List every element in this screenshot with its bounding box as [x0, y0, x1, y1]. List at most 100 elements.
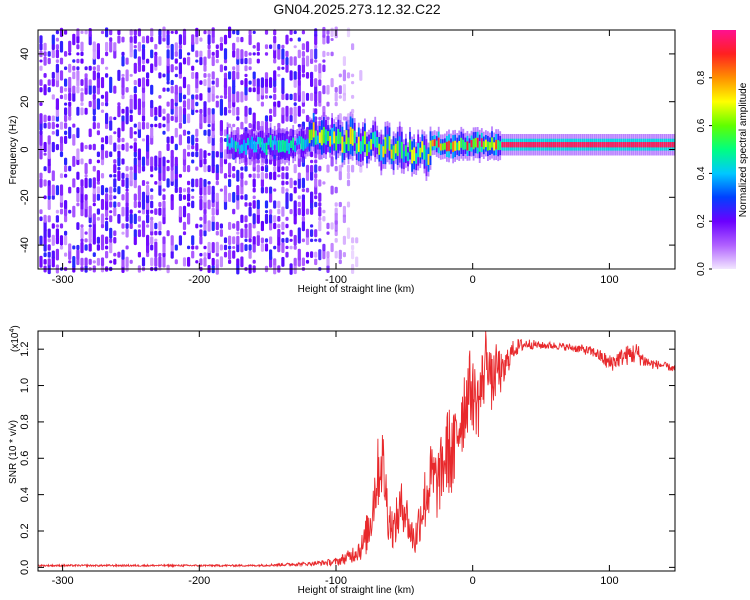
spectrogram-noise-cell: [203, 30, 207, 35]
spectrogram-signal-core: [624, 142, 627, 148]
spectrogram-signal-core: [472, 138, 475, 150]
spectrogram-noise-cell: [182, 112, 187, 124]
spectrogram-noise-cell: [68, 126, 72, 139]
spectrogram-noise-cell: [72, 134, 76, 146]
spectrogram-noise-cell: [182, 231, 187, 236]
spectrogram-noise-cell: [84, 73, 88, 78]
spectrogram-noise-cell: [293, 56, 297, 66]
spectrogram-noise-cell: [318, 216, 322, 221]
spectrogram-noise-cell: [113, 252, 117, 257]
spectrogram-noise-cell: [150, 200, 154, 209]
spectrogram-noise-cell: [195, 94, 199, 100]
spectrogram-noise-cell: [133, 229, 137, 238]
spectrogram-noise-cell: [55, 59, 59, 63]
spectrogram-noise-cell: [195, 137, 199, 143]
spectrogram-noise-cell: [80, 224, 84, 228]
spectrogram-noise-cell: [182, 100, 187, 108]
spectrogram-noise-cell: [346, 179, 351, 187]
spectrogram-noise-cell: [47, 87, 51, 93]
spectrogram-signal-core: [247, 137, 249, 146]
spectrogram-noise-cell: [113, 201, 117, 208]
spectrogram-noise-cell: [318, 238, 322, 243]
spectrogram-noise-cell: [273, 29, 277, 36]
spectrogram-noise-cell: [260, 166, 264, 172]
spectrogram-noise-cell: [211, 257, 215, 266]
spectrogram-noise-cell: [109, 76, 113, 89]
spectrogram-noise-cell: [223, 251, 228, 258]
spectrogram-signal-core: [544, 142, 547, 148]
spectrogram-noise-cell: [55, 70, 59, 81]
spectrogram-noise-cell: [146, 72, 150, 79]
spectrogram-noise-cell: [43, 152, 47, 156]
spectrogram-noise-cell: [322, 59, 326, 63]
spectrogram-noise-cell: [219, 95, 223, 99]
colorbar-tick-label: 0.2: [696, 214, 707, 228]
spectrogram-noise-cell: [47, 143, 51, 151]
spectrogram-noise-cell: [113, 174, 117, 178]
spectrogram-noise-cell: [105, 27, 109, 38]
spectrogram-noise-cell: [191, 235, 195, 246]
spectrogram-noise-cell: [228, 249, 232, 260]
spectrogram-signal-core: [616, 142, 618, 148]
spectrogram-noise-cell: [264, 95, 269, 99]
spectrogram-noise-cell: [141, 86, 146, 94]
spectrogram-noise-cell: [64, 230, 68, 236]
spectrogram-noise-cell: [297, 177, 301, 189]
spectrogram-noise-cell: [174, 244, 178, 251]
spectrogram-x-tick-label: -100: [325, 274, 347, 286]
spectrogram-noise-cell: [195, 260, 199, 264]
spectrogram-signal-core: [468, 143, 471, 151]
spectrogram-signal-core: [253, 140, 256, 153]
spectrogram-noise-cell: [92, 107, 96, 116]
spectrogram-noise-cell: [129, 166, 133, 171]
spectrogram-signal-core: [657, 142, 659, 148]
spectrogram-noise-cell: [273, 200, 277, 209]
spectrogram-noise-cell: [100, 198, 105, 210]
spectrogram-signal-core: [571, 142, 573, 148]
spectrogram-noise-cell: [334, 101, 338, 107]
spectrogram-noise-cell: [170, 198, 174, 211]
spectrogram-noise-cell: [182, 205, 187, 218]
spectrogram-signal-core: [542, 142, 545, 148]
spectrogram-noise-cell: [232, 166, 236, 172]
spectrogram-noise-cell: [330, 51, 334, 57]
spectrogram-noise-cell: [133, 45, 137, 49]
spectrogram-noise-cell: [150, 244, 154, 251]
spectrogram-noise-cell: [269, 115, 273, 122]
spectrogram-noise-cell: [109, 260, 113, 264]
spectrogram-noise-cell: [211, 155, 215, 167]
spectrogram-noise-cell: [150, 49, 154, 59]
spectrogram-noise-cell: [150, 36, 154, 43]
spectrogram-noise-cell: [285, 223, 289, 229]
spectrogram-signal-core: [663, 142, 666, 148]
spectrogram-noise-cell: [158, 207, 162, 216]
spectrogram-signal-core: [384, 136, 387, 154]
spectrogram-noise-cell: [170, 135, 174, 144]
spectrogram-noise-cell: [211, 71, 215, 80]
snr-frame: [37, 330, 676, 572]
spectrogram-noise-cell: [232, 123, 236, 128]
spectrogram-noise-cell: [314, 59, 318, 63]
spectrogram-signal-core: [294, 145, 297, 153]
spectrogram-noise-cell: [203, 150, 207, 159]
spectrogram-noise-cell: [326, 116, 330, 121]
spectrogram-noise-cell: [146, 78, 150, 87]
spectrogram-signal-core: [632, 142, 635, 148]
spectrogram-noise-cell: [76, 148, 80, 161]
spectrogram-noise-cell: [273, 101, 277, 107]
spectrogram-noise-cell: [174, 51, 178, 57]
spectrogram-noise-cell: [215, 259, 219, 265]
spectrogram-noise-cell: [129, 114, 133, 122]
spectrogram-noise-cell: [68, 116, 72, 121]
spectrogram-noise-cell: [228, 259, 232, 264]
spectrogram-noise-cell: [64, 102, 68, 106]
spectrogram-noise-cell: [240, 166, 244, 171]
spectrogram-signal-core: [271, 140, 274, 151]
spectrogram-noise-cell: [100, 57, 105, 65]
spectrogram-noise-cell: [76, 187, 80, 194]
spectrogram-signal-core: [517, 142, 520, 148]
spectrogram-noise-cell: [92, 70, 96, 81]
spectrogram-noise-cell: [203, 79, 207, 87]
spectrogram-noise-cell: [273, 166, 277, 172]
spectrogram-noise-cell: [84, 177, 88, 189]
